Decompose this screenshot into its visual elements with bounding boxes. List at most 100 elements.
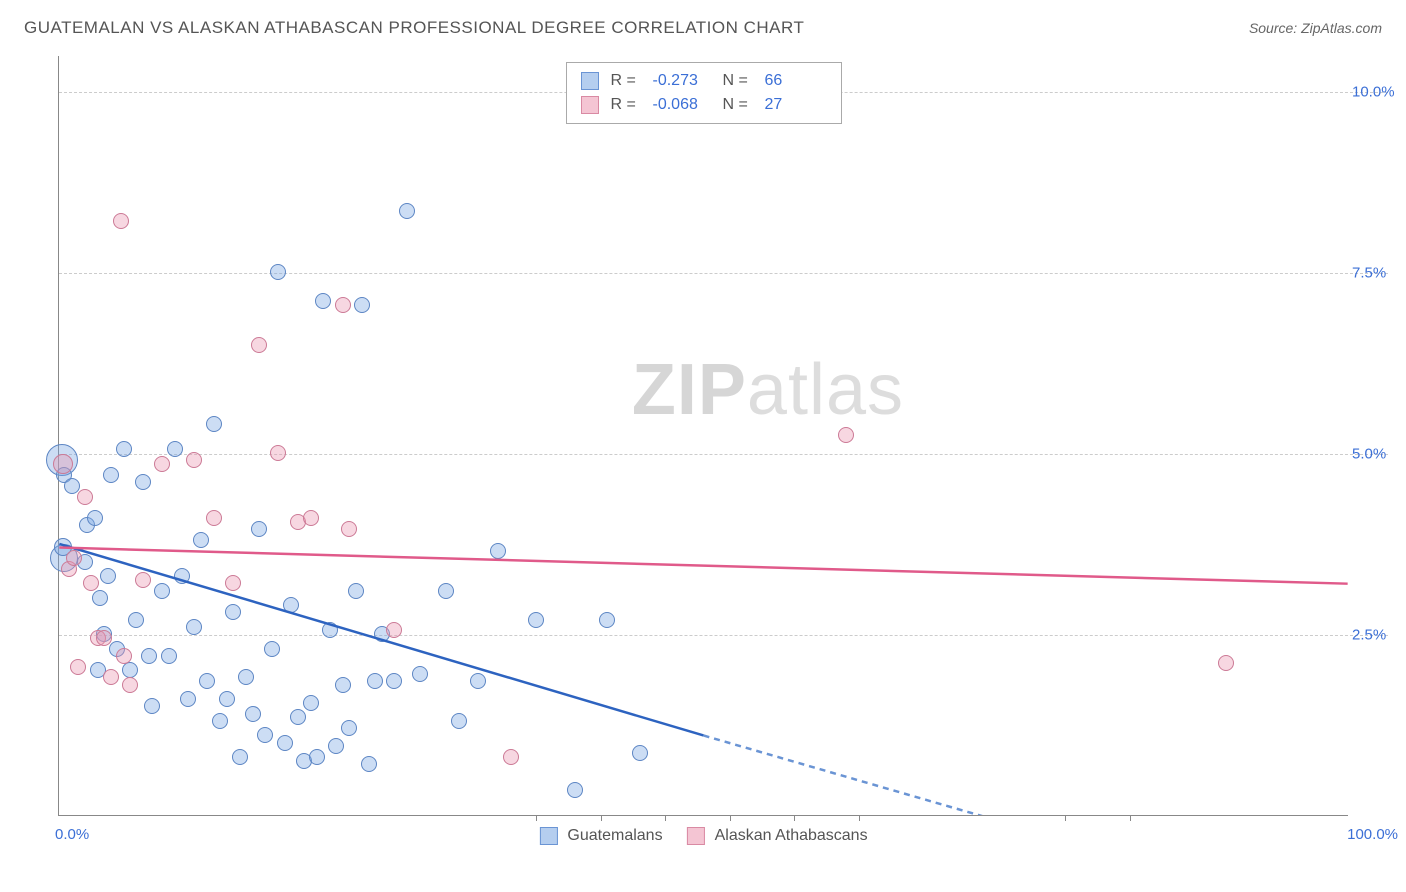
data-point <box>206 416 222 432</box>
data-point <box>225 575 241 591</box>
legend-swatch-pink <box>581 96 599 114</box>
data-point <box>212 713 228 729</box>
correlation-legend: R = -0.273 N = 66 R = -0.068 N = 27 <box>566 62 842 124</box>
data-point <box>206 510 222 526</box>
data-point <box>290 709 306 725</box>
gridline <box>59 273 1388 274</box>
trend-lines <box>59 56 1348 815</box>
data-point <box>116 648 132 664</box>
data-point <box>116 441 132 457</box>
data-point <box>180 691 196 707</box>
data-point <box>399 203 415 219</box>
data-point <box>470 673 486 689</box>
data-point <box>219 691 235 707</box>
data-point <box>412 666 428 682</box>
x-tick-mark <box>859 815 860 821</box>
data-point <box>1218 655 1234 671</box>
data-point <box>503 749 519 765</box>
data-point <box>251 521 267 537</box>
data-point <box>322 622 338 638</box>
data-point <box>451 713 467 729</box>
data-point <box>92 590 108 606</box>
data-point <box>167 441 183 457</box>
data-point <box>277 735 293 751</box>
x-tick-mark <box>730 815 731 821</box>
x-tick-mark <box>536 815 537 821</box>
data-point <box>199 673 215 689</box>
data-point <box>100 568 116 584</box>
data-point <box>251 337 267 353</box>
data-point <box>122 677 138 693</box>
data-point <box>838 427 854 443</box>
data-point <box>335 677 351 693</box>
data-point <box>245 706 261 722</box>
data-point <box>354 297 370 313</box>
x-tick-mark <box>1130 815 1131 821</box>
data-point <box>341 521 357 537</box>
data-point <box>270 445 286 461</box>
data-point <box>283 597 299 613</box>
data-point <box>528 612 544 628</box>
data-point <box>103 669 119 685</box>
data-point <box>141 648 157 664</box>
x-tick-mark <box>665 815 666 821</box>
data-point <box>303 510 319 526</box>
data-point <box>367 673 383 689</box>
data-point <box>309 749 325 765</box>
plot-area: ZIPatlas R = -0.273 N = 66 R = -0.068 N … <box>58 56 1348 816</box>
legend-swatch-pink-icon <box>687 827 705 845</box>
data-point <box>348 583 364 599</box>
data-point <box>335 297 351 313</box>
data-point <box>386 622 402 638</box>
data-point <box>264 641 280 657</box>
data-point <box>83 575 99 591</box>
legend-label-pink: Alaskan Athabascans <box>715 827 868 845</box>
data-point <box>87 510 103 526</box>
data-point <box>96 630 112 646</box>
gridline <box>59 635 1388 636</box>
data-point <box>232 749 248 765</box>
data-point <box>77 489 93 505</box>
x-tick-mark <box>794 815 795 821</box>
data-point <box>66 550 82 566</box>
data-point <box>193 532 209 548</box>
data-point <box>161 648 177 664</box>
x-tick-min: 0.0% <box>55 826 89 843</box>
data-point <box>53 454 73 474</box>
data-point <box>341 720 357 736</box>
x-tick-max: 100.0% <box>1347 826 1398 843</box>
data-point <box>270 264 286 280</box>
data-point <box>154 456 170 472</box>
legend-swatch-blue <box>581 72 599 90</box>
data-point <box>567 782 583 798</box>
data-point <box>438 583 454 599</box>
data-point <box>490 543 506 559</box>
data-point <box>154 583 170 599</box>
chart-title: GUATEMALAN VS ALASKAN ATHABASCAN PROFESS… <box>24 18 804 38</box>
x-tick-mark <box>601 815 602 821</box>
legend-label-blue: Guatemalans <box>567 827 662 845</box>
data-point <box>303 695 319 711</box>
data-point <box>174 568 190 584</box>
source-attribution: Source: ZipAtlas.com <box>1249 20 1382 36</box>
watermark: ZIPatlas <box>632 349 904 431</box>
data-point <box>257 727 273 743</box>
data-point <box>135 572 151 588</box>
data-point <box>386 673 402 689</box>
data-point <box>186 619 202 635</box>
y-tick-label: 10.0% <box>1352 84 1398 101</box>
data-point <box>128 612 144 628</box>
y-tick-label: 5.0% <box>1352 446 1398 463</box>
data-point <box>632 745 648 761</box>
chart-container: Professional Degree ZIPatlas R = -0.273 … <box>50 56 1390 848</box>
gridline <box>59 454 1388 455</box>
y-tick-label: 2.5% <box>1352 627 1398 644</box>
data-point <box>135 474 151 490</box>
x-tick-mark <box>1065 815 1066 821</box>
data-point <box>238 669 254 685</box>
data-point <box>70 659 86 675</box>
data-point <box>361 756 377 772</box>
data-point <box>599 612 615 628</box>
series-legend: Guatemalans Alaskan Athabascans <box>539 827 867 845</box>
legend-swatch-blue-icon <box>539 827 557 845</box>
